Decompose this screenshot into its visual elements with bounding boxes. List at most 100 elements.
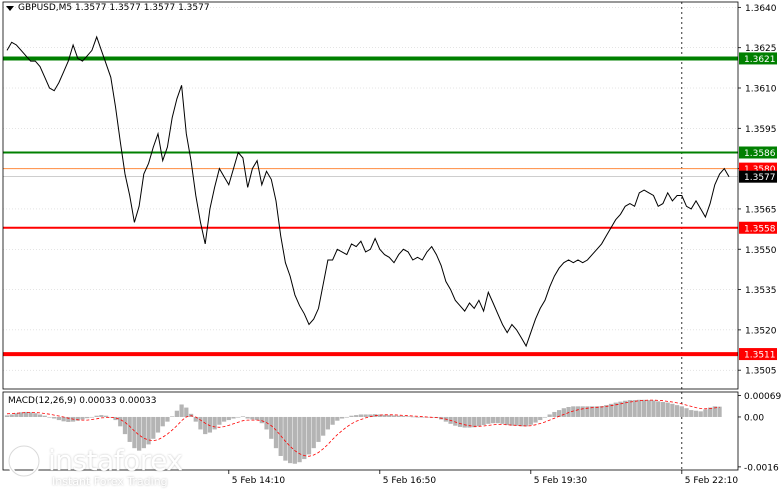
macd-histogram-bar <box>217 416 222 425</box>
macd-histogram-bar <box>684 408 689 417</box>
macd-histogram-bar <box>646 400 651 417</box>
level-price-label: 1.3511 <box>744 351 776 361</box>
macd-histogram-bar <box>708 407 713 417</box>
instaforex-logo: instaforex Instant Forex Trading <box>6 443 183 488</box>
macd-histogram-bar <box>519 416 524 427</box>
macd-histogram-bar <box>486 416 491 424</box>
current-price-label: 1.3577 <box>744 173 776 183</box>
level-price-badge <box>739 221 777 234</box>
macd-histogram-bar <box>137 416 142 451</box>
macd-histogram-bar <box>556 410 562 417</box>
macd-histogram-bar <box>594 406 599 417</box>
macd-histogram-bar <box>61 416 66 422</box>
macd-histogram-bar <box>679 406 684 417</box>
macd-histogram-bar <box>160 416 165 427</box>
macd-histogram-bar <box>391 415 397 417</box>
macd-histogram-bar <box>179 404 184 417</box>
macd-histogram-bar <box>561 408 566 417</box>
macd-histogram-bar <box>500 416 505 424</box>
macd-histogram-bar <box>278 416 283 456</box>
macd-histogram-bar <box>339 416 345 419</box>
macd-histogram-bar <box>712 406 717 417</box>
price-axis-label: 1.3505 <box>745 367 777 377</box>
macd-histogram-bar <box>613 402 618 417</box>
level-price-label: 1.3621 <box>744 55 776 65</box>
macd-histogram-bar <box>259 416 264 424</box>
macd-histogram-bar <box>306 416 312 455</box>
macd-histogram-bar <box>335 416 340 421</box>
macd-histogram-bar <box>66 416 71 422</box>
macd-histogram-bar <box>174 410 180 417</box>
macd-histogram-bar <box>542 416 548 418</box>
macd-histogram-bar <box>453 416 458 426</box>
macd-histogram-bar <box>52 416 57 419</box>
price-axis-label: 1.3520 <box>745 326 777 336</box>
macd-histogram-bar <box>151 416 156 439</box>
macd-axis-label: -0.0016 <box>744 463 779 473</box>
macd-histogram-bar <box>99 415 104 417</box>
macd-histogram-bar <box>552 411 557 417</box>
macd-histogram-bar <box>250 416 255 420</box>
instaforex-logo-icon <box>7 444 41 478</box>
macd-histogram-bar <box>316 416 321 442</box>
macd-histogram-bar <box>165 416 170 422</box>
macd-histogram-bar <box>221 416 227 422</box>
macd-histogram-bar <box>297 416 302 463</box>
macd-histogram-bar <box>80 416 85 420</box>
macd-histogram-bar <box>85 416 90 419</box>
macd-histogram-bar <box>637 399 642 417</box>
macd-histogram-bar <box>37 414 43 417</box>
level-price-label: 1.3558 <box>744 224 776 234</box>
macd-histogram-bar <box>693 410 699 417</box>
macd-histogram-bar <box>528 416 533 425</box>
macd-histogram-bar <box>226 416 231 421</box>
macd-histogram-bar <box>89 416 95 418</box>
chart-title: GBPUSD,M5 1.3577 1.3577 1.3577 1.3577 <box>18 3 210 13</box>
macd-histogram-bar <box>505 416 510 426</box>
macd-histogram-bar <box>28 412 33 417</box>
macd-histogram-bar <box>269 416 274 439</box>
macd-histogram-bar <box>717 406 722 417</box>
macd-histogram-bar <box>113 416 118 421</box>
macd-histogram-bar <box>585 406 590 417</box>
macd-title: MACD(12,26,9) 0.00033 0.00033 <box>8 396 157 406</box>
level-lines <box>3 56 738 357</box>
macd-histogram-bar <box>509 416 515 426</box>
macd-histogram-bar <box>462 416 467 428</box>
macd-histogram-bar <box>14 413 19 417</box>
chevron-down-icon[interactable] <box>6 5 14 11</box>
macd-histogram-bar <box>184 407 189 417</box>
price-line <box>6 35 730 348</box>
level-price-badge <box>739 348 777 361</box>
macd-histogram-bar <box>670 403 675 417</box>
macd-histogram-bar <box>651 400 656 417</box>
macd-histogram-bar <box>363 414 368 417</box>
macd-histogram-bar <box>118 416 123 427</box>
macd-histogram-bar <box>94 415 99 417</box>
macd-histogram-bar <box>33 413 38 417</box>
macd-histogram-bar <box>236 416 241 418</box>
macd-histogram-bar <box>349 415 354 417</box>
logo-tagline: Instant Forex Trading <box>52 475 168 488</box>
price-axis-label: 1.3565 <box>745 205 777 215</box>
macd-histogram-bar <box>321 416 326 436</box>
macd-histogram-bar <box>155 416 161 433</box>
macd-histogram-bar <box>103 415 109 417</box>
macd-histogram-bar <box>481 416 486 426</box>
macd-histogram-bar <box>665 402 670 417</box>
macd-histogram-bar <box>132 416 137 449</box>
macd-histogram-bar <box>590 406 595 417</box>
macd-histogram-bar <box>344 416 349 418</box>
macd-histogram-bar <box>476 416 482 427</box>
price-pane-border <box>2 1 739 390</box>
macd-pane-border <box>2 391 739 471</box>
level-price-label: 1.3586 <box>744 149 776 159</box>
macd-histogram-bar <box>146 416 151 445</box>
logo-wordmark: instaforex <box>48 444 183 477</box>
macd-histogram-bar <box>627 400 633 417</box>
price-axis-label: 1.3595 <box>745 125 777 135</box>
macd-histogram-bar <box>273 416 279 449</box>
macd-histogram-bar <box>514 416 519 426</box>
